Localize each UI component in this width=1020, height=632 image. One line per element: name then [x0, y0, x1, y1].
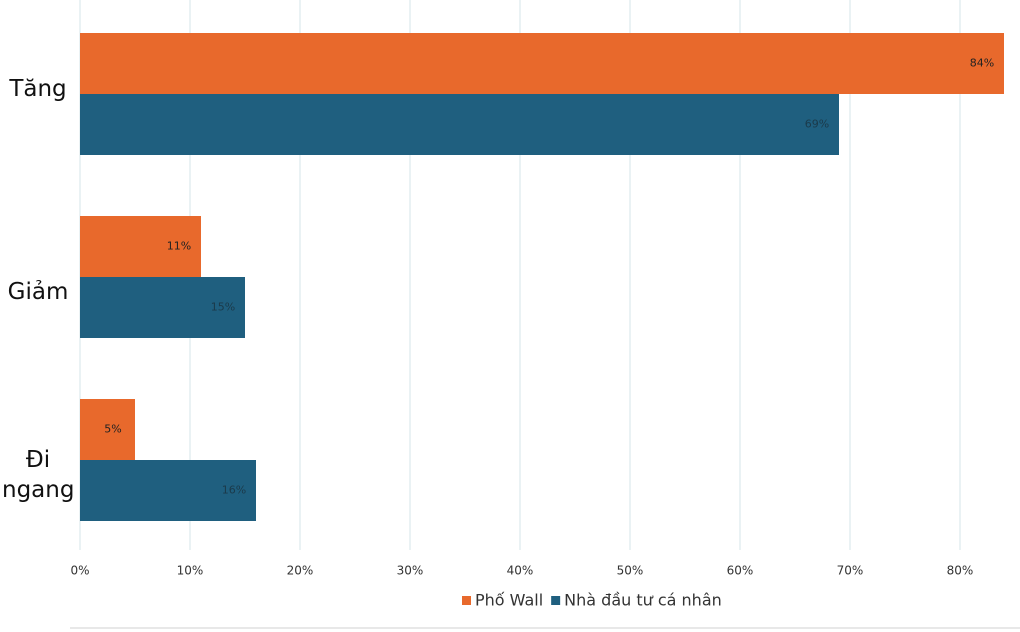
- category-label: Giảm: [7, 279, 69, 305]
- value-label: 16%: [222, 484, 246, 497]
- x-tick-label: 50%: [617, 564, 644, 578]
- bar: [80, 94, 839, 155]
- x-tick-label: 40%: [507, 564, 534, 578]
- bar: [80, 33, 1004, 94]
- x-tick-label: 80%: [947, 564, 974, 578]
- value-label: 11%: [167, 240, 191, 253]
- x-tick-label: 0%: [70, 564, 89, 578]
- bar: [80, 277, 245, 338]
- bar: [80, 460, 256, 521]
- category-label: Đi ngang: [2, 447, 75, 503]
- value-label: 15%: [211, 301, 235, 314]
- x-tick-label: 60%: [727, 564, 754, 578]
- bar: [80, 216, 201, 277]
- x-tick-label: 10%: [177, 564, 204, 578]
- x-tick-label: 20%: [287, 564, 314, 578]
- legend-label: Nhà đầu tư cá nhân: [564, 591, 722, 610]
- legend-swatch: [462, 596, 471, 605]
- bar: [80, 399, 135, 460]
- value-label: 84%: [970, 57, 994, 70]
- x-tick-label: 70%: [837, 564, 864, 578]
- legend-swatch: [551, 596, 561, 605]
- x-tick-label: 30%: [397, 564, 424, 578]
- value-label: 5%: [104, 423, 121, 436]
- legend-label: Phố Wall: [475, 591, 543, 610]
- value-label: 69%: [805, 118, 829, 131]
- category-label: Tăng: [9, 76, 67, 102]
